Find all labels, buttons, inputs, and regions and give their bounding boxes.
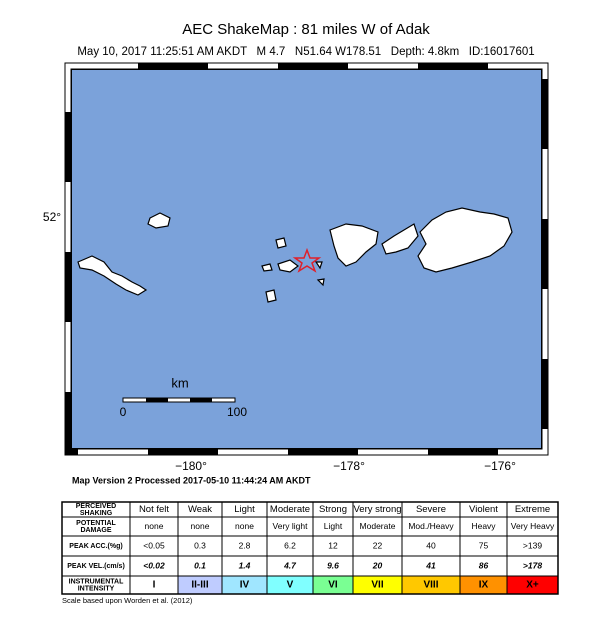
frame bbox=[64, 62, 549, 456]
table-value: Moderate bbox=[270, 504, 310, 515]
row-label: PEAK VEL.(cm/s) bbox=[67, 563, 125, 570]
table-value: IX bbox=[479, 580, 489, 591]
title: AEC ShakeMap : 81 miles W of Adak bbox=[182, 21, 430, 38]
row-label: INTENSITY bbox=[78, 585, 115, 592]
table-value: 40 bbox=[426, 540, 436, 550]
table-value: Moderate bbox=[360, 521, 396, 531]
table-value: Light bbox=[324, 521, 343, 531]
scale-bar: km 0 100 bbox=[120, 375, 248, 419]
table-value: 1.4 bbox=[239, 560, 251, 570]
row-label: PERCEIVED bbox=[76, 503, 116, 510]
table-value: IV bbox=[240, 580, 250, 591]
table-value: Strong bbox=[319, 504, 347, 515]
subtitle: May 10, 2017 11:25:51 AM AKDT M 4.7 N51.… bbox=[77, 46, 534, 58]
table-value: II-III bbox=[191, 580, 208, 591]
scale-end: 100 bbox=[227, 405, 247, 419]
table-value: 4.7 bbox=[283, 560, 297, 570]
table-value: 6.2 bbox=[284, 540, 296, 550]
table-value: I bbox=[153, 580, 156, 591]
table-value: 22 bbox=[373, 540, 383, 550]
land bbox=[77, 207, 513, 303]
table-value: <0.05 bbox=[143, 540, 165, 550]
footer-note: Scale based upon Worden et al. (2012) bbox=[62, 596, 193, 605]
scale-start: 0 bbox=[120, 405, 127, 419]
table-value: 41 bbox=[425, 560, 436, 570]
table-value: Severe bbox=[416, 504, 446, 515]
table-value: 9.6 bbox=[327, 560, 339, 570]
table-border bbox=[61, 501, 559, 595]
table-value: Very Heavy bbox=[511, 521, 555, 531]
table-value: <0.02 bbox=[143, 560, 165, 570]
table-value: 2.8 bbox=[239, 540, 251, 550]
table-value: Very strong bbox=[353, 504, 401, 515]
table-value: Extreme bbox=[515, 504, 550, 515]
table-value: VI bbox=[328, 580, 338, 591]
row-label: POTENTIAL bbox=[76, 520, 116, 527]
table-value: Not felt bbox=[139, 504, 169, 515]
table-value: V bbox=[287, 580, 294, 591]
table-value: X+ bbox=[526, 580, 539, 591]
table-value: none bbox=[235, 521, 254, 531]
row-label: DAMAGE bbox=[80, 527, 111, 534]
table-value: >178 bbox=[523, 560, 542, 570]
map: km 0 100 bbox=[64, 62, 549, 456]
table-value: 20 bbox=[372, 560, 383, 570]
row-label: PEAK ACC.(%g) bbox=[69, 543, 122, 550]
scale-unit: km bbox=[171, 375, 188, 390]
lon-label: −176° bbox=[484, 459, 516, 473]
table-value: Light bbox=[234, 504, 255, 515]
table-value: VII bbox=[371, 580, 383, 591]
table-value: VIII bbox=[423, 580, 438, 591]
table-value: none bbox=[145, 521, 164, 531]
table-value: 86 bbox=[479, 560, 489, 570]
table-value: >139 bbox=[523, 540, 542, 550]
table-value: 0.1 bbox=[194, 560, 206, 570]
row-label: SHAKING bbox=[80, 510, 113, 517]
lon-label: −180° bbox=[175, 459, 207, 473]
table-value: Violent bbox=[469, 504, 498, 515]
table-value: 12 bbox=[328, 540, 338, 550]
frame-inner bbox=[71, 69, 542, 449]
table-value: Weak bbox=[188, 504, 212, 515]
scale-bar-segment bbox=[190, 398, 212, 402]
row-label: INSTRUMENTAL bbox=[69, 578, 124, 585]
table-value: 75 bbox=[479, 540, 489, 550]
table-value: Very light bbox=[273, 521, 309, 531]
epicenter bbox=[292, 247, 322, 273]
scale-bar-segment bbox=[146, 398, 168, 402]
table-value: 0.3 bbox=[194, 540, 206, 550]
scale-bar-body bbox=[122, 397, 236, 403]
lat-label: 52° bbox=[43, 210, 61, 224]
table-value: none bbox=[191, 521, 210, 531]
table-value: Mod./Heavy bbox=[408, 521, 454, 531]
table-value: Heavy bbox=[471, 521, 496, 531]
lon-label: −178° bbox=[333, 459, 365, 473]
processed-note: Map Version 2 Processed 2017-05-10 11:44… bbox=[72, 475, 311, 485]
